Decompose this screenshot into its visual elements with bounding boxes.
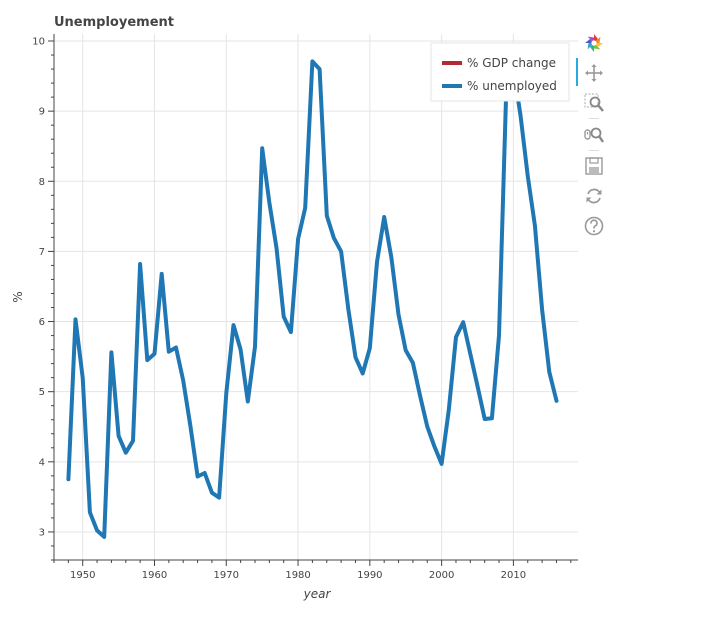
- x-tick-label: 1980: [285, 570, 310, 581]
- help-icon[interactable]: [583, 215, 605, 237]
- bokeh-logo-icon[interactable]: [583, 32, 605, 54]
- series-line-unemployed: [66, 59, 559, 539]
- toolbar-separator: [589, 118, 599, 119]
- active-tool-indicator: [576, 58, 578, 86]
- y-tick-label: 3: [39, 527, 45, 538]
- chart-title: Unemployement: [54, 15, 174, 30]
- y-tick-label: 4: [39, 457, 45, 468]
- legend-box: [430, 42, 570, 102]
- x-tick-label: 1970: [214, 570, 239, 581]
- wheel-zoom-icon[interactable]: [583, 124, 605, 146]
- legend-label: % unemployed: [467, 79, 557, 93]
- legend: % GDP change % unemployed: [430, 42, 570, 102]
- x-tick-label: 1950: [70, 570, 95, 581]
- plot-area: [66, 59, 559, 539]
- x-axis-label: year: [303, 587, 332, 601]
- y-tick-label: 5: [39, 387, 45, 398]
- y-tick-label: 7: [39, 247, 45, 258]
- y-axis-label: %: [11, 291, 25, 302]
- x-tick-label: 2000: [429, 570, 454, 581]
- x-tick-label: 2010: [501, 570, 526, 581]
- legend-label: % GDP change: [467, 56, 556, 70]
- x-tick-label: 1960: [142, 570, 167, 581]
- y-tick-label: 8: [39, 177, 45, 188]
- grid: [54, 34, 578, 560]
- toolbar-separator: [589, 150, 599, 151]
- axes: 1950 1960 1970 1980 1990 2000 2010 3 4 5 6 7 8 9 10: [32, 34, 578, 581]
- box-zoom-icon[interactable]: [583, 92, 605, 114]
- y-tick-label: 9: [39, 107, 45, 118]
- y-tick-label: 6: [39, 317, 45, 328]
- y-tick-label: 10: [32, 37, 45, 48]
- reset-icon[interactable]: [583, 185, 605, 207]
- pan-icon[interactable]: [583, 62, 605, 84]
- save-icon[interactable]: [583, 155, 605, 177]
- x-tick-label: 1990: [357, 570, 382, 581]
